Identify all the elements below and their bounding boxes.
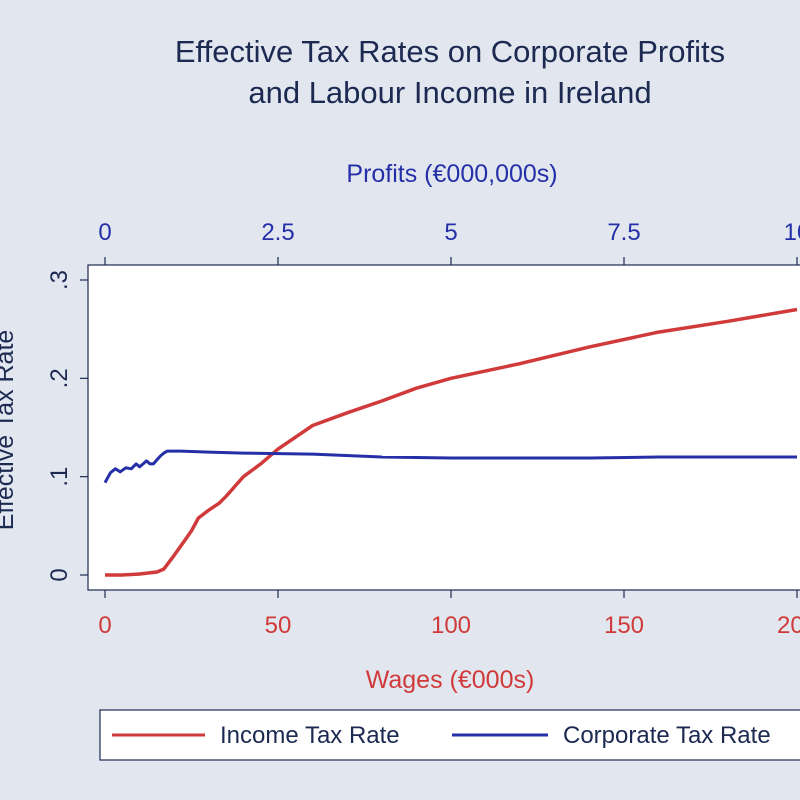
bottom-tick-label: 100	[431, 612, 471, 639]
y-tick-label: 0	[46, 568, 73, 581]
series-line-corporate-tax-rate	[103, 449, 797, 484]
y-axis-title: Effective Tax Rate	[0, 330, 19, 531]
top-tick-label: 7.5	[607, 219, 640, 246]
legend-label-income-tax-rate: Income Tax Rate	[220, 722, 400, 749]
top-tick-label: 10	[784, 219, 800, 246]
y-axis-ticks: 0 .1 .2 .3	[46, 270, 88, 582]
bottom-tick-label: 150	[604, 612, 644, 639]
top-tick-label: 5	[444, 219, 457, 246]
top-axis-ticks: 0 2.5 5 7.5 10	[98, 219, 800, 265]
bottom-axis-title: Wages (€000s)	[366, 666, 535, 694]
legend-label-corporate-tax-rate: Corporate Tax Rate	[563, 722, 771, 749]
y-tick-label: .2	[46, 368, 73, 388]
chart-title-line-1: Effective Tax Rates on Corporate Profits	[175, 34, 725, 69]
top-axis-title: Profits (€000,000s)	[346, 160, 557, 188]
top-tick-label: 2.5	[261, 219, 294, 246]
top-tick-label: 0	[98, 219, 111, 246]
chart-title-line-2: and Labour Income in Ireland	[248, 75, 651, 110]
series-line-income-tax-rate	[105, 307, 798, 577]
bottom-tick-label: 50	[265, 612, 292, 639]
legend	[99, 709, 800, 761]
y-tick-label: .3	[46, 270, 73, 290]
bottom-axis-ticks: 0 50 100 150 200	[98, 590, 800, 639]
plot-area	[87, 264, 800, 591]
bottom-tick-label: 0	[98, 612, 111, 639]
y-tick-label: .1	[46, 467, 73, 487]
bottom-tick-label: 200	[777, 612, 800, 639]
